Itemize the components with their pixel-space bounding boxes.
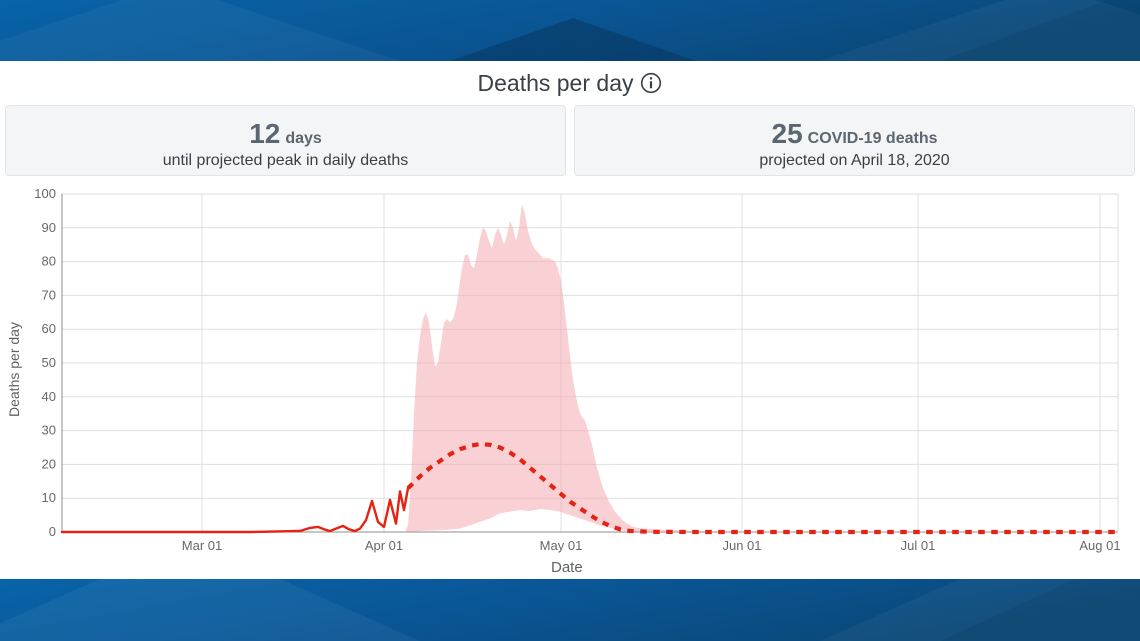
svg-text:30: 30 [42,423,56,438]
svg-text:Mar 01: Mar 01 [182,538,222,553]
svg-text:100: 100 [34,186,56,201]
svg-text:20: 20 [42,456,56,471]
svg-text:Jun 01: Jun 01 [722,538,761,553]
svg-text:90: 90 [42,220,56,235]
svg-text:Jul 01: Jul 01 [901,538,936,553]
svg-text:60: 60 [42,321,56,336]
svg-text:0: 0 [49,524,56,539]
svg-text:50: 50 [42,355,56,370]
svg-text:80: 80 [42,254,56,269]
svg-text:10: 10 [42,490,56,505]
svg-text:Apr 01: Apr 01 [365,538,403,553]
svg-text:May 01: May 01 [540,538,583,553]
svg-text:70: 70 [42,287,56,302]
svg-text:40: 40 [42,389,56,404]
svg-text:Aug 01: Aug 01 [1079,538,1120,553]
